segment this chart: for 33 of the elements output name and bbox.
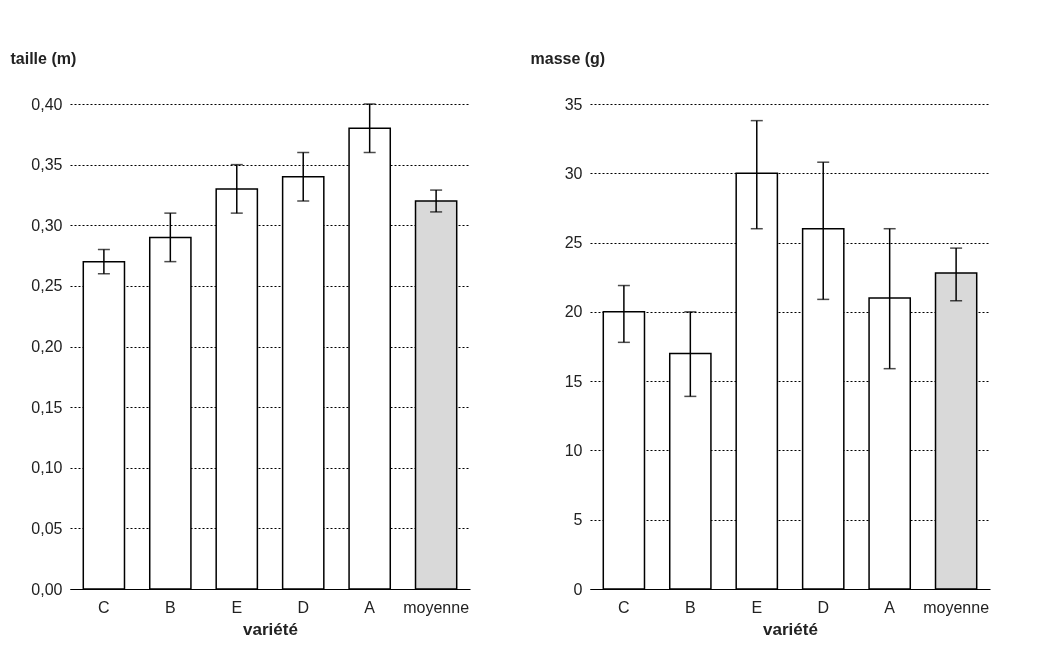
x-tick-label: B	[165, 598, 176, 616]
y-tick-label: 0,35	[31, 156, 63, 174]
x-tick-label: D	[817, 598, 829, 616]
x-tick-label: D	[297, 598, 309, 616]
x-axis-title: variété	[763, 619, 818, 639]
y-axis-title: taille (m)	[10, 49, 77, 67]
x-tick-label: moyenne	[923, 598, 990, 616]
y-tick-label: 0,25	[31, 277, 63, 295]
y-tick-label: 30	[564, 164, 583, 182]
x-tick-label: A	[364, 598, 376, 616]
y-tick-label: 0,10	[31, 459, 63, 477]
x-tick-label: C	[618, 598, 630, 616]
y-tick-label: 0,15	[31, 398, 63, 416]
y-tick-label: 0,05	[31, 519, 63, 537]
y-axis-title: masse (g)	[530, 49, 606, 67]
y-tick-label: 0,30	[31, 216, 63, 234]
x-tick-label: B	[685, 598, 696, 616]
y-tick-label: 0	[573, 580, 583, 598]
y-tick-label: 15	[564, 372, 583, 390]
x-tick-label: E	[231, 598, 243, 616]
y-tick-label: 5	[573, 511, 583, 529]
y-tick-label: 0,20	[31, 338, 63, 355]
y-tick-label: 35	[564, 95, 583, 113]
x-tick-label: E	[751, 598, 763, 616]
x-tick-label: A	[884, 598, 896, 616]
x-tick-label: C	[98, 598, 110, 616]
y-tick-label: 0,40	[31, 95, 63, 113]
y-tick-label: 20	[564, 303, 583, 321]
y-tick-label: 25	[564, 234, 583, 252]
y-tick-label: 0,00	[31, 580, 63, 598]
y-tick-label: 10	[564, 441, 583, 459]
x-axis-title: variété	[243, 619, 298, 639]
x-tick-label: moyenne	[403, 598, 470, 616]
